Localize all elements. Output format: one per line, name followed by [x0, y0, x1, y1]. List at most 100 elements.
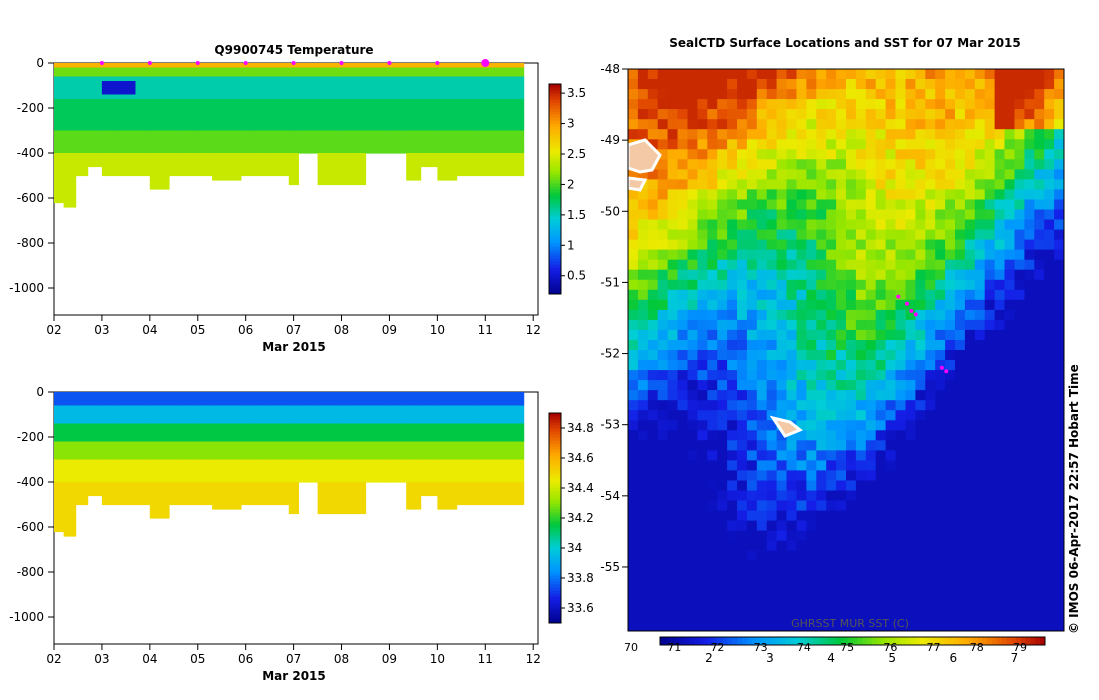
sst-cell	[746, 299, 758, 311]
sst-cell	[875, 410, 887, 421]
sst-cell	[945, 440, 956, 451]
sst-cell	[677, 169, 688, 180]
data-cell	[269, 428, 290, 434]
data-cell	[75, 126, 89, 132]
sst-cell	[766, 600, 778, 612]
sst-cell	[905, 580, 916, 592]
sst-cell	[776, 410, 787, 421]
sst-cell	[727, 500, 738, 511]
data-cell	[475, 437, 525, 443]
sst-cell	[727, 530, 738, 542]
sst-cell	[717, 470, 728, 481]
sst-cell	[1004, 380, 1015, 391]
data-cell	[183, 72, 199, 78]
data-cell	[269, 396, 290, 402]
sst-cell	[687, 249, 698, 261]
sst-cell	[727, 520, 738, 532]
data-cell	[336, 121, 352, 127]
sst-cell	[984, 510, 996, 522]
sst-cell	[905, 500, 916, 511]
data-cell	[240, 446, 256, 452]
data-cell	[240, 405, 256, 411]
data-cell	[475, 85, 525, 91]
sst-cell	[746, 590, 758, 602]
data-cell	[75, 396, 89, 402]
data-cell	[389, 464, 407, 470]
sst-cell	[875, 440, 887, 451]
sst-cell	[707, 89, 718, 100]
sst-cell	[895, 340, 906, 351]
sst-cell	[964, 229, 976, 241]
sst-cell	[628, 530, 639, 542]
data-cell	[212, 414, 228, 420]
sst-cell	[707, 209, 718, 220]
data-cell	[365, 477, 391, 483]
data-cell	[420, 392, 438, 398]
sst-cell	[806, 510, 817, 522]
sst-cell	[974, 259, 986, 271]
data-cell	[437, 99, 458, 105]
sst-cell	[945, 590, 956, 602]
sst-cell	[1014, 179, 1025, 190]
sst-cell	[826, 360, 837, 371]
sst-cell	[836, 430, 847, 441]
data-cell	[317, 90, 338, 96]
data-cell	[101, 405, 117, 411]
data-cell	[169, 135, 184, 141]
data-cell	[475, 139, 525, 145]
sst-cell	[885, 269, 896, 281]
data-cell	[269, 437, 290, 443]
data-cell	[336, 63, 352, 69]
sst-cell	[806, 319, 817, 331]
sst-cell	[1004, 219, 1015, 230]
data-cell	[135, 396, 151, 402]
data-cell	[149, 468, 170, 474]
sst-cell	[746, 450, 758, 461]
sst-cell	[984, 390, 996, 401]
sst-cell	[1024, 289, 1035, 301]
data-cell	[87, 396, 103, 402]
sst-cell	[766, 109, 778, 120]
sst-cell	[1024, 99, 1035, 110]
temperature-colorbar: 0.511.522.533.5	[548, 83, 586, 295]
data-cell	[197, 126, 213, 132]
data-cell	[389, 126, 407, 132]
colorbar-segment	[549, 135, 561, 139]
data-cell	[54, 522, 65, 528]
sst-cell	[994, 380, 1005, 391]
seal-location	[905, 301, 909, 306]
data-cell	[116, 103, 137, 109]
sst-cell	[687, 289, 698, 301]
sst-cell	[964, 219, 976, 230]
colorbar-tick-label: 34.2	[567, 511, 594, 525]
data-cell	[456, 103, 477, 109]
sst-cell	[697, 530, 708, 542]
data-cell	[288, 175, 299, 181]
sst-cell	[637, 129, 649, 140]
data-cell	[437, 135, 458, 141]
sst-cell	[885, 621, 896, 632]
sst-cell	[1054, 400, 1065, 411]
data-cell	[365, 112, 391, 118]
data-cell	[197, 148, 213, 154]
sst-cell	[1034, 420, 1045, 431]
sst-cell	[647, 500, 659, 511]
sst-cell	[677, 319, 688, 331]
colorbar-segment	[549, 159, 561, 163]
sst-cell	[1054, 390, 1065, 401]
sst-cell	[786, 129, 797, 140]
data-cell	[226, 500, 242, 506]
data-cell	[54, 414, 65, 420]
sst-cell	[865, 139, 877, 150]
data-cell	[255, 76, 271, 82]
colorbar-segment	[549, 551, 561, 555]
sst-cell	[697, 189, 708, 200]
data-cell	[149, 423, 170, 429]
data-cell	[75, 117, 89, 123]
data-cell	[317, 153, 338, 159]
sst-cell	[836, 259, 847, 271]
data-cell	[336, 482, 352, 488]
data-cell	[351, 117, 367, 123]
sst-cell	[816, 139, 827, 150]
sst-cell	[885, 590, 896, 602]
